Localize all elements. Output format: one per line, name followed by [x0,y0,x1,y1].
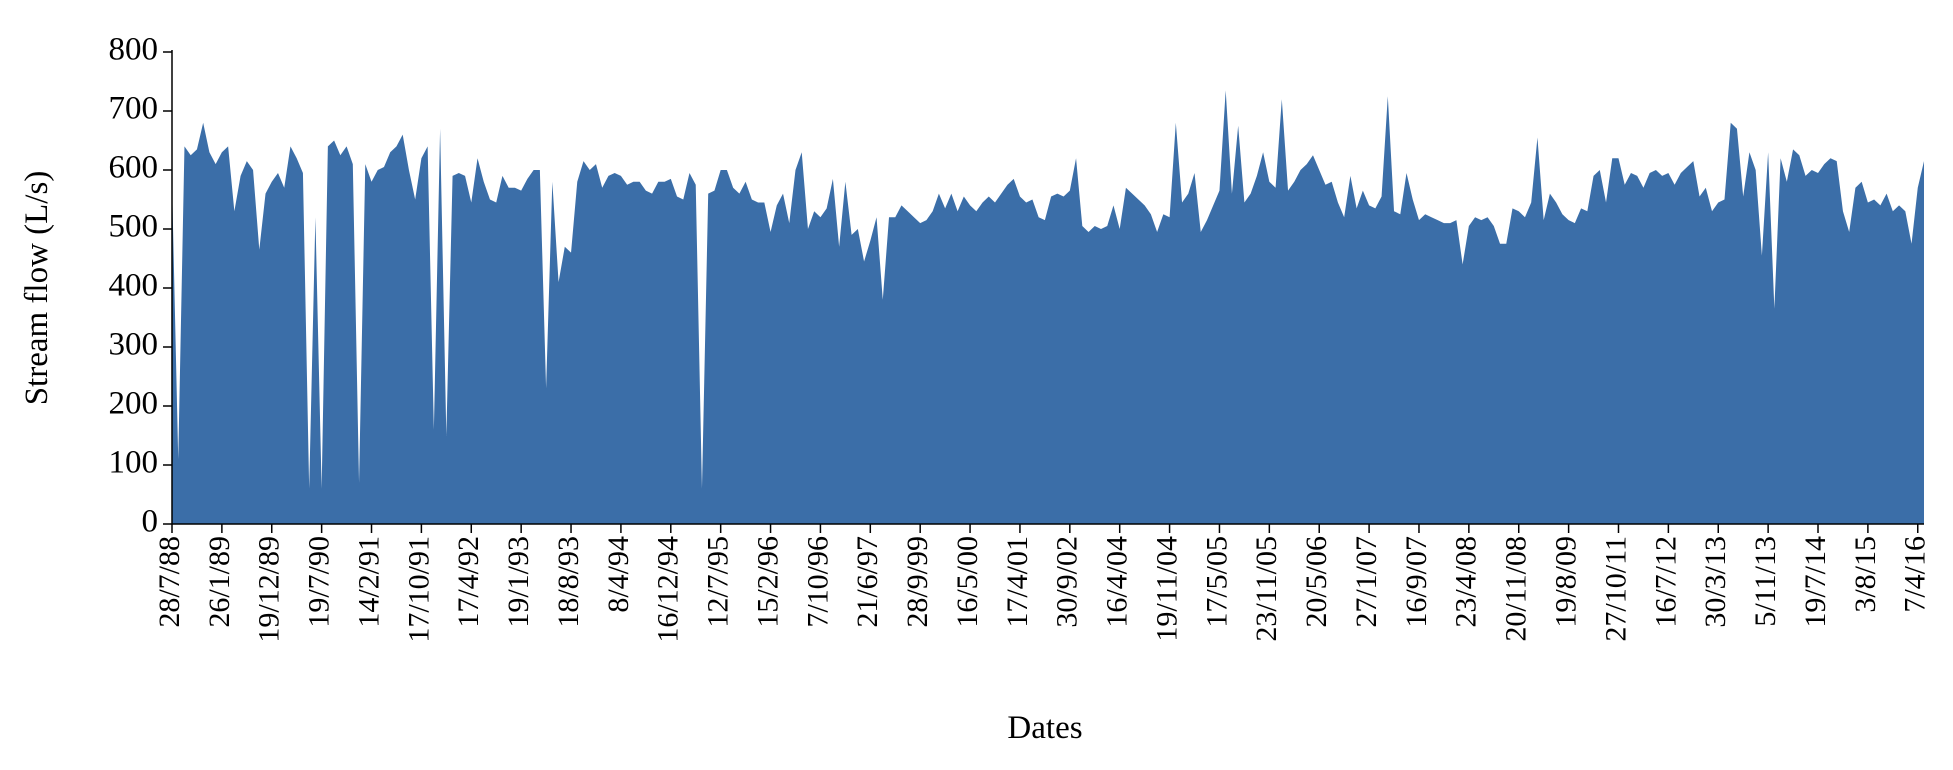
x-tick-label: 27/10/11 [1599,536,1632,642]
x-tick-label: 23/4/08 [1450,536,1483,628]
x-tick-label: 19/1/93 [502,536,535,628]
x-tick-label: 8/4/94 [602,536,635,613]
y-tick-label: 800 [109,32,159,68]
y-tick-label: 100 [109,445,159,481]
x-tick-label: 23/11/05 [1250,536,1283,642]
x-tick-label: 19/12/89 [253,536,286,643]
y-tick-label: 600 [109,150,159,186]
x-tick-label: 14/2/91 [352,536,385,628]
area [172,90,1924,524]
y-tick-label: 200 [109,386,159,422]
x-tick-label: 17/4/92 [452,536,485,628]
x-tick-label: 16/9/07 [1400,536,1433,628]
x-tick-label: 20/11/08 [1500,536,1533,642]
x-tick-label: 16/7/12 [1649,536,1682,628]
x-tick-label: 17/10/91 [402,536,435,643]
x-axis-title: Dates [1007,710,1082,746]
x-tick-label: 7/10/96 [801,536,834,628]
y-tick-label: 0 [142,504,159,540]
y-tick-label: 400 [109,268,159,304]
x-tick-label: 16/5/00 [951,536,984,628]
x-tick-label: 28/9/99 [901,536,934,628]
x-tick-label: 30/3/13 [1699,536,1732,628]
x-tick-label: 21/6/97 [851,536,884,628]
x-tick-label: 12/7/95 [702,536,735,628]
y-tick-label: 300 [109,327,159,363]
y-tick-label: 500 [109,209,159,245]
x-tick-label: 17/5/05 [1200,536,1233,628]
x-tick-label: 19/7/90 [303,536,336,628]
y-tick-label: 700 [109,91,159,127]
x-tick-label: 5/11/13 [1749,536,1782,627]
x-tick-label: 28/7/88 [153,536,186,628]
x-tick-label: 30/9/02 [1051,536,1084,628]
x-tick-label: 20/5/06 [1300,536,1333,628]
x-tick-label: 17/4/01 [1001,536,1034,628]
x-tick-label: 7/4/16 [1899,536,1932,613]
x-tick-label: 15/2/96 [751,536,784,628]
x-tick-label: 18/8/93 [552,536,585,628]
x-tick-label: 16/12/94 [652,536,685,643]
x-tick-label: 19/7/14 [1799,536,1832,628]
x-tick-label: 19/8/09 [1550,536,1583,628]
x-tick-label: 26/1/89 [203,536,236,628]
x-tick-label: 19/11/04 [1150,536,1183,642]
x-tick-label: 16/4/04 [1101,536,1134,628]
x-tick-label: 27/1/07 [1350,536,1383,628]
x-tick-label: 3/8/15 [1849,536,1882,613]
y-axis-title: Stream flow (L/s) [19,171,55,406]
